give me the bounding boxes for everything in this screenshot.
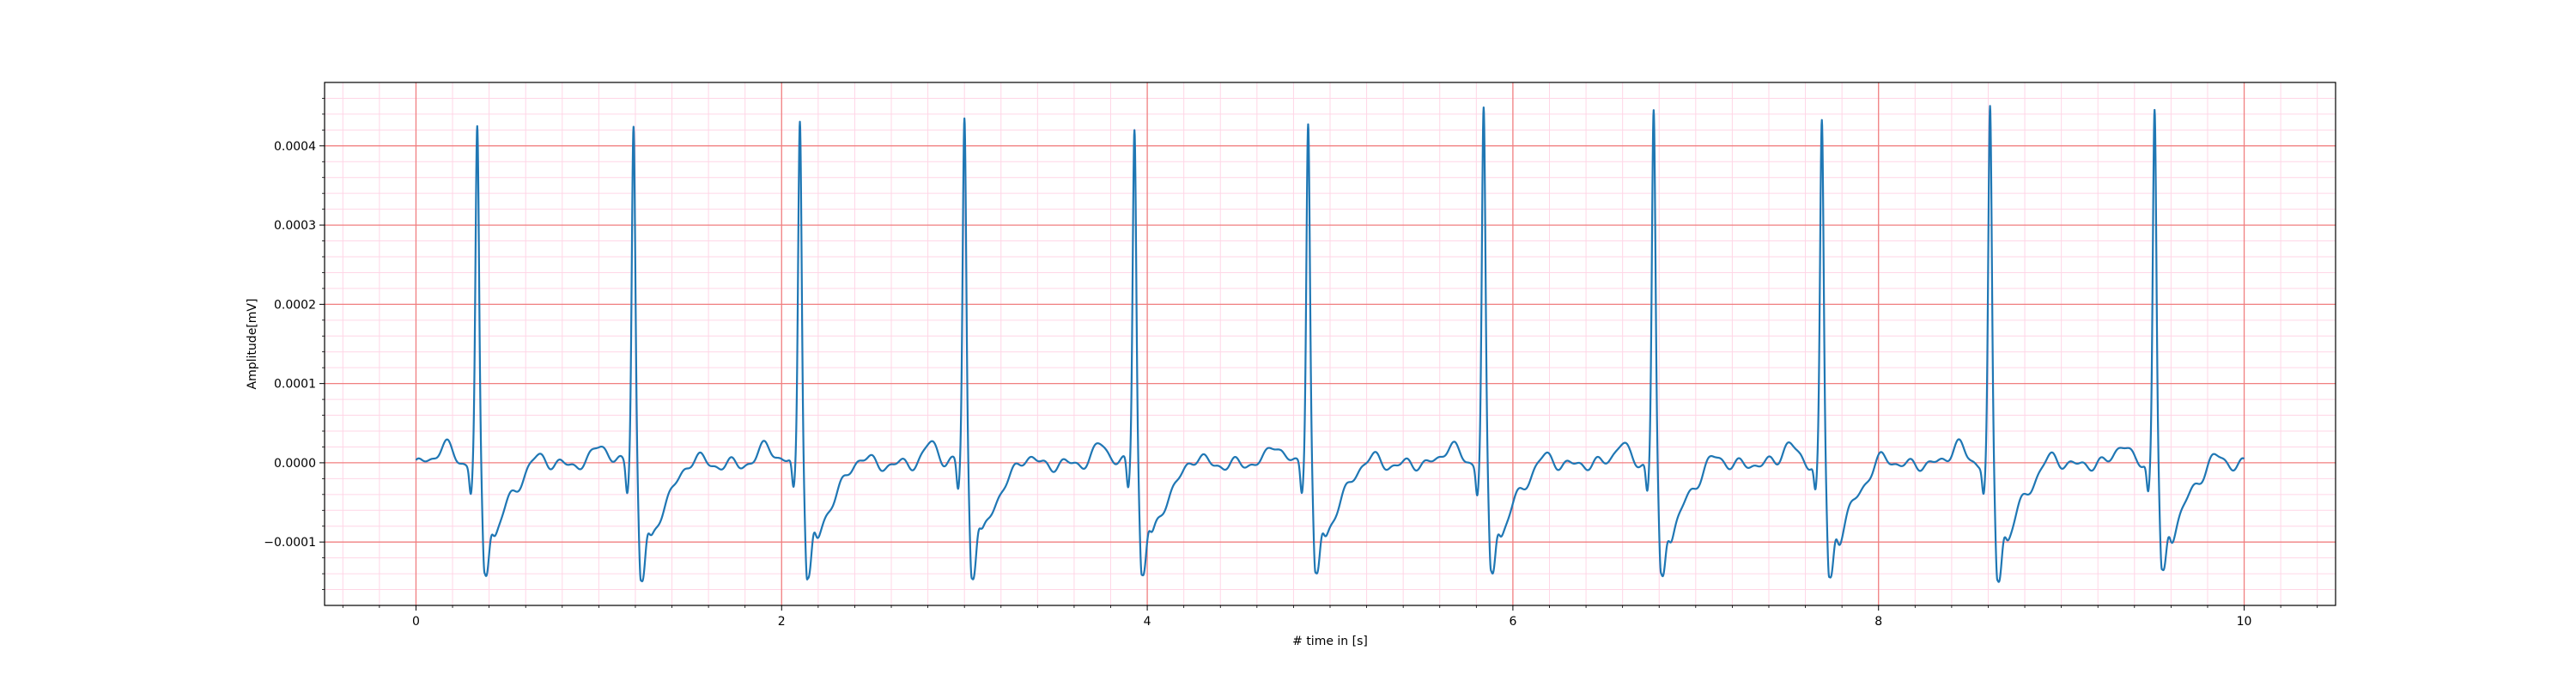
series-layer [415, 105, 2245, 583]
x-tick-label: 0 [412, 615, 420, 629]
y-axis-ticks: −0.0001 0.0000 0.0001 0.0002 0.0003 0.0004 [264, 98, 325, 590]
y-tick-label: 0.0004 [274, 140, 316, 154]
y-tick-label: 0.0001 [274, 378, 316, 392]
x-axis-label: # time in [s] [1292, 635, 1368, 648]
x-tick-label: 10 [2237, 615, 2252, 629]
x-tick-label: 6 [1509, 615, 1516, 629]
y-tick-label: 0.0003 [274, 219, 316, 233]
x-tick-label: 2 [778, 615, 786, 629]
x-tick-label: 4 [1144, 615, 1151, 629]
y-tick-label: −0.0001 [264, 536, 316, 550]
y-tick-label: 0.0002 [274, 298, 316, 312]
major-grid [325, 82, 2336, 605]
y-tick-label: 0.0000 [274, 457, 316, 471]
ecg-series-line [415, 105, 2245, 583]
x-tick-label: 8 [1874, 615, 1882, 629]
x-axis-ticks: 0 2 4 6 8 10 [342, 605, 2318, 629]
y-axis-label: Amplitude[mV] [246, 299, 259, 390]
